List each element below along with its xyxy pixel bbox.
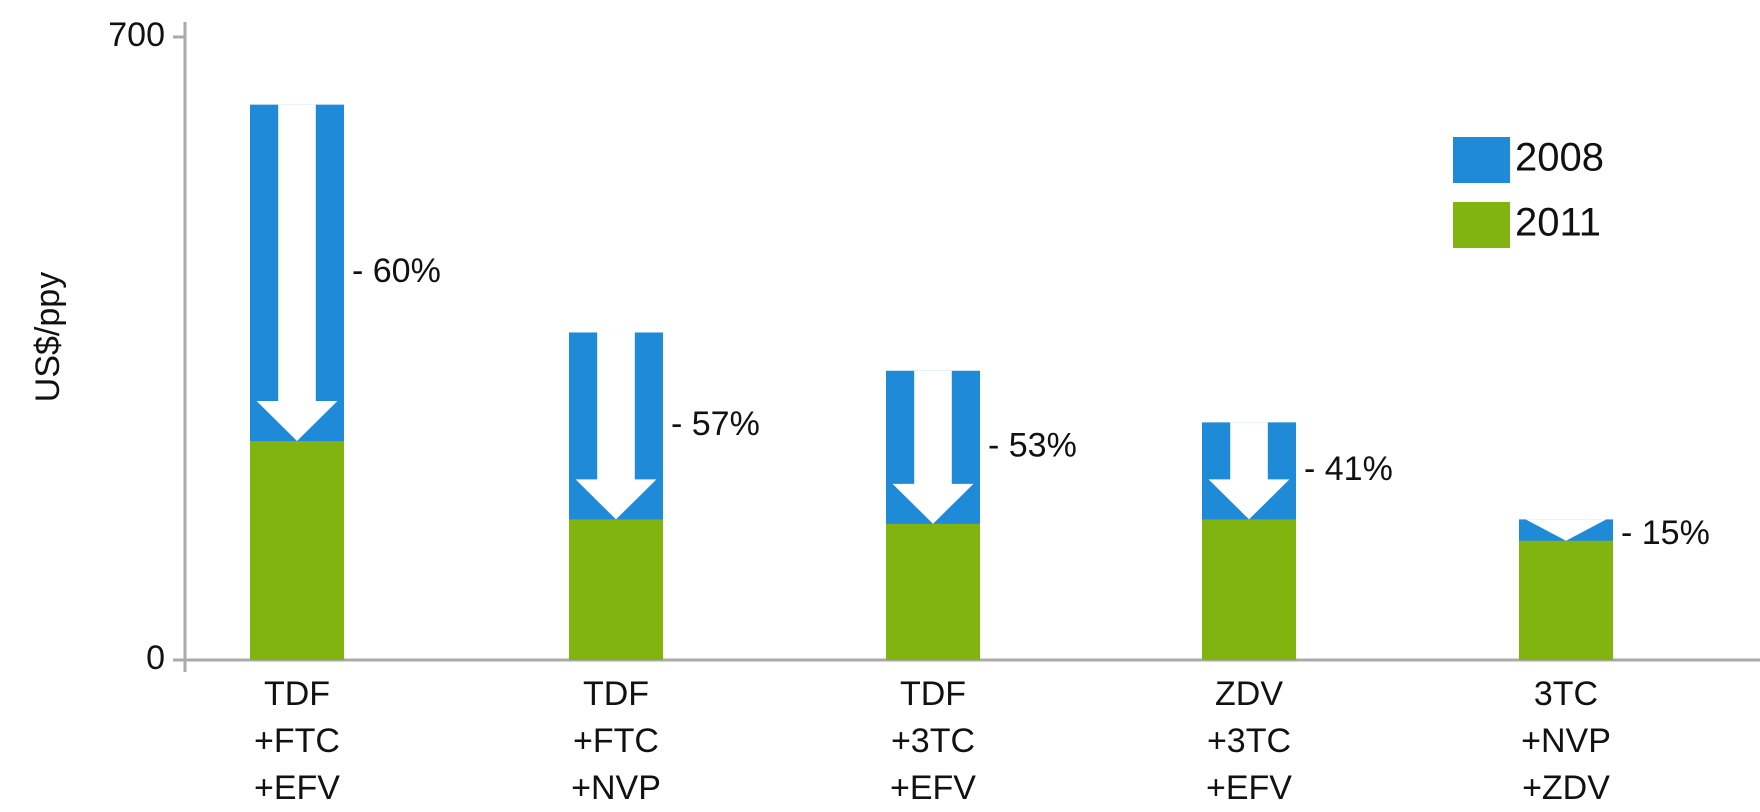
change-label: - 53% xyxy=(988,426,1077,464)
bar xyxy=(1519,540,1613,660)
x-tick-label: ZDV xyxy=(1215,675,1283,713)
x-tick-label: TDF xyxy=(900,675,966,713)
change-label: - 15% xyxy=(1621,514,1710,552)
arrow xyxy=(256,104,338,442)
x-tick-label: +ZDV xyxy=(1522,769,1610,807)
y-tick-label: 700 xyxy=(108,16,165,54)
change-label: - 41% xyxy=(1304,450,1393,488)
legend-label: 2011 xyxy=(1515,201,1601,245)
bar xyxy=(250,441,344,660)
x-tick-label: +EFV xyxy=(1206,769,1292,807)
x-tick-label: TDF xyxy=(583,675,649,713)
x-tick-label: +NVP xyxy=(571,769,661,807)
y-tick-label: 0 xyxy=(146,639,165,677)
change-label: - 60% xyxy=(352,252,441,290)
x-tick-label: +EFV xyxy=(254,769,340,807)
arrow xyxy=(892,370,974,524)
arrow xyxy=(1525,519,1607,541)
x-tick-label: 3TC xyxy=(1534,675,1598,713)
x-tick-label: +FTC xyxy=(573,722,659,760)
x-tick-label: +FTC xyxy=(254,722,340,760)
arrow xyxy=(1208,422,1290,520)
arrow xyxy=(575,332,657,520)
y-axis-label: US$/ppy xyxy=(29,272,67,402)
x-tick-label: +NVP xyxy=(1521,722,1611,760)
x-tick-label: +3TC xyxy=(1207,722,1291,760)
legend-label: 2008 xyxy=(1515,136,1604,180)
bar xyxy=(886,523,980,660)
bar xyxy=(569,519,663,660)
legend-swatch xyxy=(1453,202,1510,248)
x-tick-label: TDF xyxy=(264,675,330,713)
bar xyxy=(1202,519,1296,660)
x-tick-label: +EFV xyxy=(890,769,976,807)
x-tick-label: +3TC xyxy=(891,722,975,760)
change-label: - 57% xyxy=(671,405,760,443)
legend-swatch xyxy=(1453,137,1510,183)
